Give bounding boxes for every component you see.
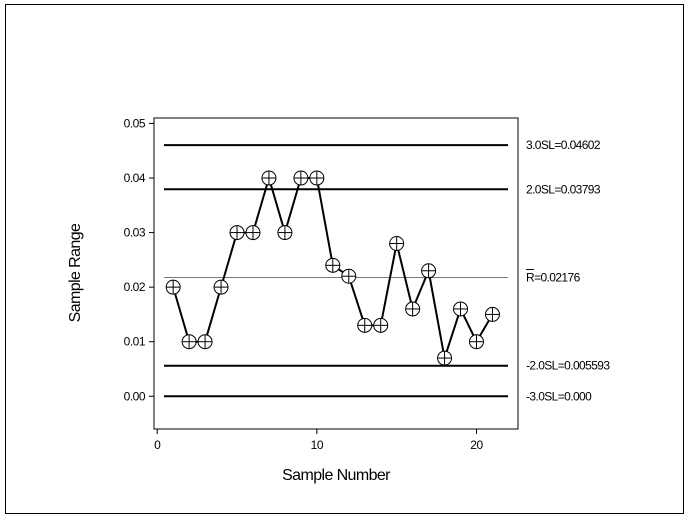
x-tick-label: 10	[311, 438, 324, 452]
data-point	[357, 317, 373, 333]
data-point	[325, 257, 341, 273]
data-point	[484, 306, 500, 322]
y-tick-label: 0.01	[124, 335, 146, 349]
y-tick-label: 0.02	[124, 280, 146, 294]
data-point	[245, 225, 261, 241]
y-axis-title: Sample Range	[67, 223, 84, 322]
control-limit-label: -2.0SL=0.005593	[526, 359, 610, 373]
y-tick-label: 0.00	[124, 389, 146, 403]
x-tick-label: 0	[154, 438, 161, 452]
x-tick-label: 20	[470, 438, 483, 452]
data-point	[373, 317, 389, 333]
data-point	[293, 170, 309, 186]
y-tick-label: 0.03	[124, 226, 146, 240]
plot-area	[153, 117, 519, 430]
control-limit-label: R=0.02176	[526, 271, 581, 285]
data-point	[437, 350, 453, 366]
data-point	[421, 263, 437, 279]
data-point	[197, 334, 213, 350]
data-point	[261, 170, 277, 186]
y-tick-label: 0.05	[124, 116, 146, 130]
control-limit-label: -3.0SL=0.000	[526, 389, 592, 403]
x-axis-title: Sample Number	[282, 467, 391, 484]
chart-frame: 3.0SL=0.04602 2.0SL=0.03793 R=0.02176 -2.0S…	[5, 4, 684, 514]
data-point	[181, 334, 197, 350]
data-point	[213, 279, 229, 295]
data-point	[229, 225, 245, 241]
control-chart: 3.0SL=0.04602 2.0SL=0.03793 R=0.02176 -2.0S…	[67, 116, 611, 484]
data-point	[453, 301, 469, 317]
data-point	[309, 170, 325, 186]
control-limit-label: 2.0SL=0.03793	[526, 182, 601, 196]
data-point	[277, 225, 293, 241]
data-point	[405, 301, 421, 317]
y-tick-label: 0.04	[124, 171, 146, 185]
data-point	[468, 334, 484, 350]
data-point	[165, 279, 181, 295]
data-point	[341, 268, 357, 284]
control-limit-label: 3.0SL=0.04602	[526, 138, 601, 152]
data-point	[389, 235, 405, 251]
